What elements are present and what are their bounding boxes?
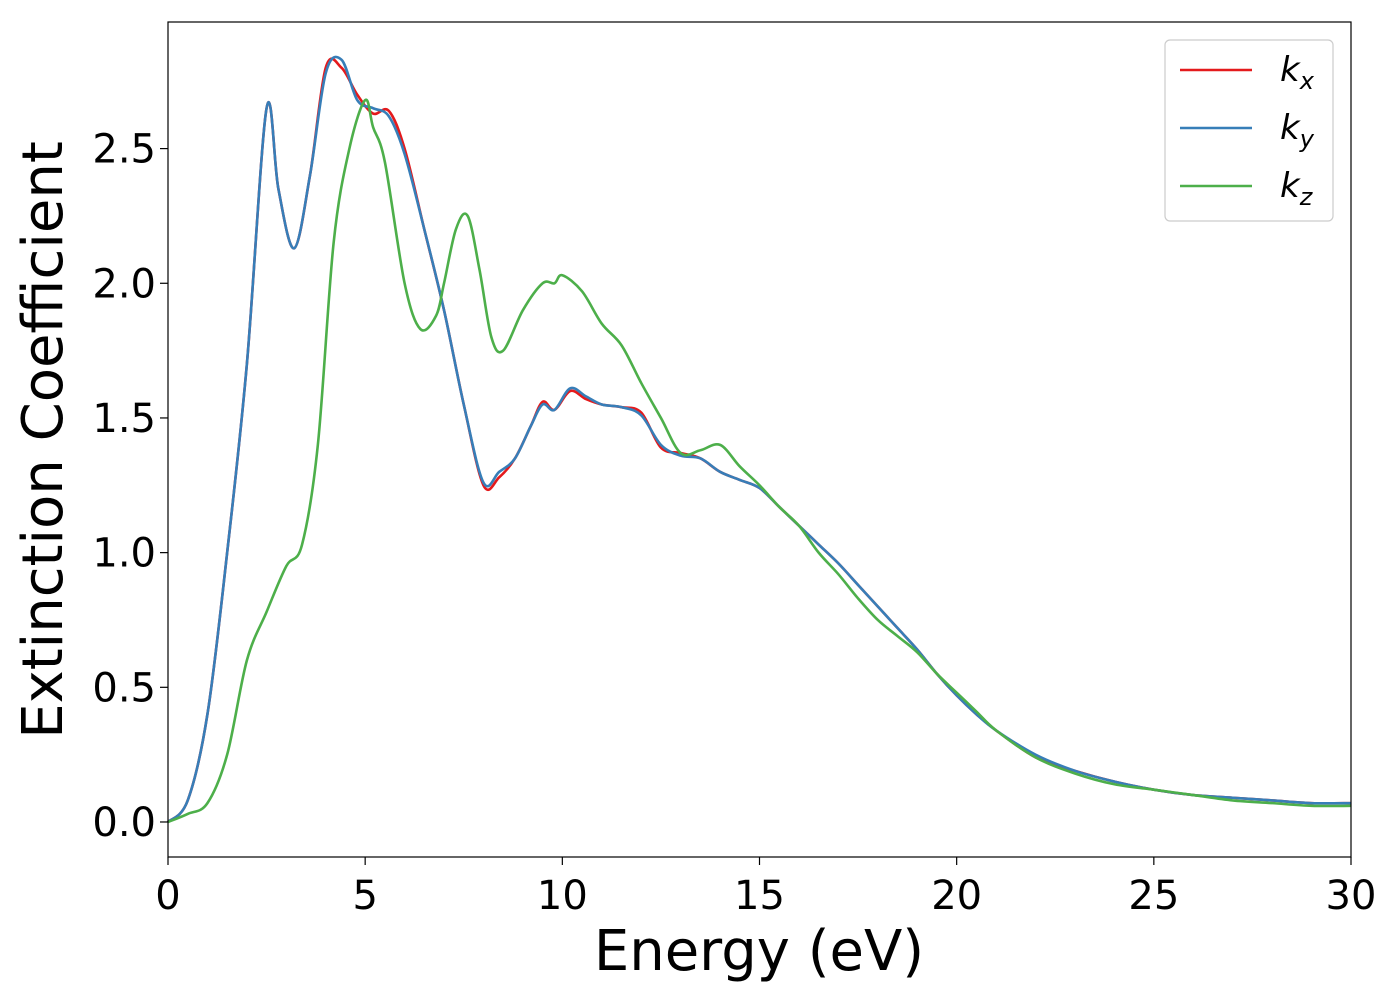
x-tick-label: 10 [537, 873, 588, 919]
x-tick-label: 30 [1326, 873, 1377, 919]
y-tick-label: 2.0 [92, 261, 156, 307]
x-axis-title: Energy (eV) [594, 919, 924, 984]
legend: kx ky kz [1164, 39, 1334, 222]
x-tick-label: 25 [1128, 873, 1179, 919]
x-tick-label: 0 [155, 873, 180, 919]
y-axis-ticks: 0.0 0.5 1.0 1.5 2.0 2.5 [92, 127, 168, 846]
series-layer [167, 55, 1352, 824]
x-tick-label: 5 [352, 873, 377, 919]
legend-items: kx ky kz [1180, 50, 1315, 211]
y-tick-label: 2.5 [92, 127, 156, 173]
legend-box [1164, 39, 1334, 222]
y-tick-label: 0.5 [92, 665, 156, 711]
x-tick-label: 15 [734, 873, 785, 919]
x-axis-ticks: 0 5 10 15 20 25 30 [155, 857, 1376, 919]
series-line-z [167, 98, 1352, 824]
legend-label-z: kz [1280, 166, 1314, 211]
legend-label-x: kx [1280, 50, 1315, 95]
y-axis-title: Extinction Coefficient [11, 141, 76, 739]
plot-area [168, 22, 1351, 857]
series-line-y [167, 55, 1352, 823]
y-tick-label: 1.5 [92, 396, 156, 442]
legend-label-y: ky [1280, 108, 1315, 153]
y-tick-label: 0.0 [92, 800, 156, 846]
x-tick-label: 20 [931, 873, 982, 919]
y-tick-label: 1.0 [92, 531, 156, 577]
